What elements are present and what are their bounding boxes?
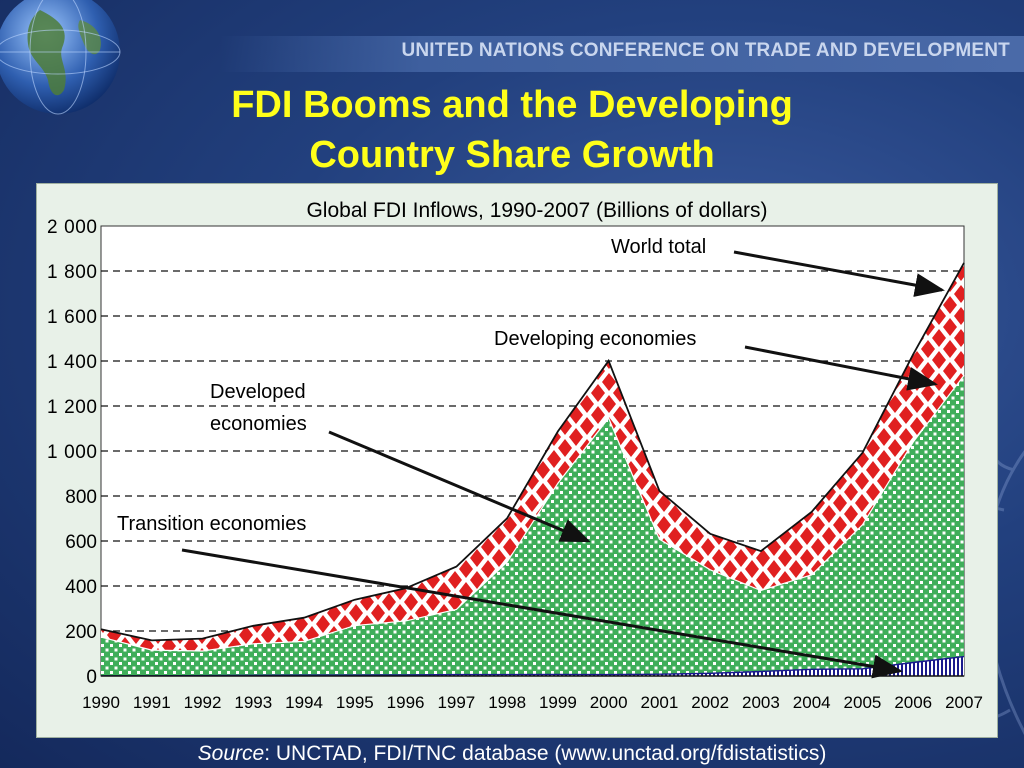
header-band xyxy=(220,36,1024,72)
x-tick-label: 1999 xyxy=(539,693,577,712)
x-tick-label: 2005 xyxy=(844,693,882,712)
x-tick-label: 1994 xyxy=(285,693,323,712)
x-tick-label: 1998 xyxy=(488,693,526,712)
x-tick-label: 1993 xyxy=(234,693,272,712)
y-tick-label: 800 xyxy=(65,487,97,508)
x-tick-label: 2000 xyxy=(590,693,628,712)
annotation-developing: Developing economies xyxy=(494,328,696,350)
source-text: : UNCTAD, FDI/TNC database (www.unctad.o… xyxy=(264,742,827,765)
y-tick-label: 400 xyxy=(65,577,97,598)
arrow-developing xyxy=(744,345,938,391)
title-line-2: Country Share Growth xyxy=(309,134,715,176)
area-developed-economies xyxy=(101,375,964,676)
x-tick-label: 1990 xyxy=(82,693,120,712)
y-tick-label: 2 000 xyxy=(47,217,97,238)
x-tick-label: 2004 xyxy=(793,693,831,712)
y-tick-label: 1 200 xyxy=(47,397,97,418)
x-tick-label: 1992 xyxy=(184,693,222,712)
line-developed-top xyxy=(100,375,965,652)
y-tick-label: 200 xyxy=(65,622,97,643)
y-tick-label: 0 xyxy=(86,667,97,688)
arrow-developed xyxy=(328,430,591,543)
y-tick-label: 600 xyxy=(65,532,97,553)
org-name: UNITED NATIONS CONFERENCE ON TRADE AND D… xyxy=(401,40,1010,61)
arrow-world-total xyxy=(733,250,945,297)
x-tick-label: 1991 xyxy=(133,693,171,712)
chart-panel: 0 200 400 600 800 1 000 1 200 1 400 1 600 1 800 2 … xyxy=(36,183,998,738)
source-label: Source xyxy=(197,742,265,765)
title-line-1: FDI Booms and the Developing xyxy=(231,84,793,126)
area-developing-economies xyxy=(101,262,964,651)
x-tick-label: 2003 xyxy=(742,693,780,712)
fdi-area-chart: 0 200 400 600 800 1 000 1 200 1 400 1 600 1 800 2 … xyxy=(47,199,983,712)
x-tick-label: 2002 xyxy=(691,693,729,712)
globe-icon xyxy=(0,0,121,115)
line-world-total xyxy=(100,262,965,642)
y-tick-label: 1 600 xyxy=(47,307,97,328)
y-tick-label: 1 800 xyxy=(47,262,97,283)
annotation-developed: Developed economies xyxy=(210,381,311,435)
x-tick-label: 1995 xyxy=(336,693,374,712)
x-tick-label: 1996 xyxy=(387,693,425,712)
page-title: FDI Booms and the Developing Country Sha… xyxy=(0,80,1024,180)
x-tick-label: 2007 xyxy=(945,693,983,712)
x-tick-label: 1997 xyxy=(437,693,475,712)
chart-title: Global FDI Inflows, 1990-2007 (Billions … xyxy=(306,199,767,222)
annotation-transition: Transition economies xyxy=(117,513,306,535)
arrow-transition xyxy=(181,548,903,679)
y-tick-label: 1 000 xyxy=(47,442,97,463)
source-note: Source: UNCTAD, FDI/TNC database (www.un… xyxy=(0,742,1024,766)
annotation-world-total: World total xyxy=(611,236,706,258)
x-tick-label: 2001 xyxy=(640,693,678,712)
x-tick-label: 2006 xyxy=(894,693,932,712)
y-tick-label: 1 400 xyxy=(47,352,97,373)
